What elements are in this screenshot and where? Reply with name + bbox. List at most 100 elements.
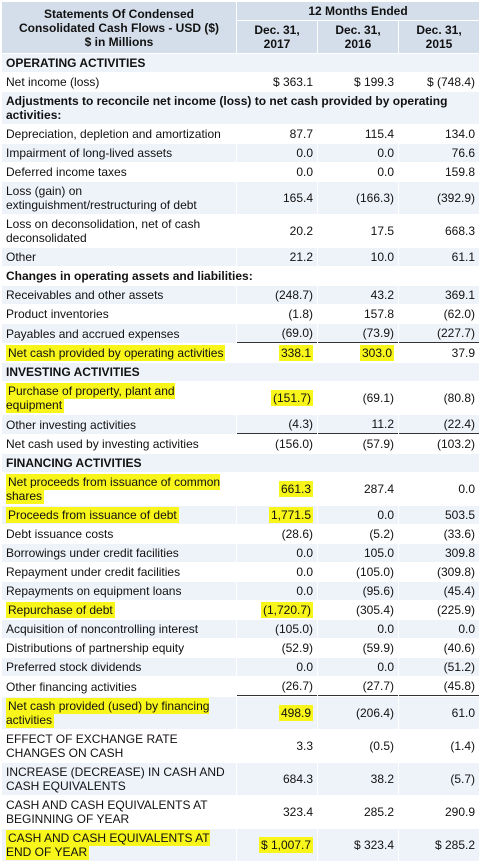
value-cell: 61.0	[399, 697, 480, 729]
value-text: (392.9)	[437, 191, 476, 205]
value-cell: (1,720.7)	[237, 601, 317, 619]
value-cell: 11.2	[318, 415, 398, 434]
value-text: (5.7)	[450, 772, 476, 786]
row-label: Product inventories	[2, 305, 236, 323]
value-text: (28.6)	[281, 527, 313, 541]
value-cell: 0.0	[318, 658, 398, 676]
value-text: (103.2)	[437, 437, 476, 451]
row-label: Adjustments to reconcile net income (los…	[2, 92, 480, 124]
data-row: Receivables and other assets (248.7) 43.2 3…	[2, 286, 480, 304]
value-text: (69.0)	[281, 326, 313, 340]
value-cell: 0.0	[318, 163, 398, 181]
row-label-text: Repayments on equipment loans	[6, 584, 182, 598]
value-text: (45.4)	[443, 584, 476, 598]
data-row: Purchase of property, plant and equipmen…	[2, 382, 480, 414]
value-cell: 498.9	[237, 697, 317, 729]
value-text: 0.0	[458, 622, 476, 636]
value-cell: (166.3)	[318, 182, 398, 214]
value-cell: 323.4	[237, 796, 317, 828]
value-text: (166.3)	[355, 191, 394, 205]
value-cell: (105.0)	[318, 563, 398, 581]
data-row: Payables and accrued expenses (69.0) (73.9…	[2, 324, 480, 343]
row-label-text: Other	[6, 250, 37, 264]
row-label: Other	[2, 248, 236, 266]
value-text: (5.2)	[369, 527, 394, 541]
value-cell: 287.4	[318, 473, 398, 505]
value-text: 61.1	[451, 250, 476, 264]
value-text: (40.6)	[443, 641, 476, 655]
value-cell: (225.9)	[399, 601, 480, 619]
value-text: (0.5)	[369, 739, 394, 753]
value-cell: 290.9	[399, 796, 480, 828]
value-text: 0.0	[296, 546, 313, 560]
value-text: 0.0	[296, 565, 313, 579]
value-cell: 10.0	[318, 248, 398, 266]
header-period: 12 Months Ended	[237, 2, 480, 20]
value-text: 76.6	[451, 146, 476, 160]
value-cell: 684.3	[237, 763, 317, 795]
row-label: Loss on deconsolidation, net of cash dec…	[2, 215, 236, 247]
value-text: 20.2	[289, 224, 313, 238]
value-text: (225.9)	[437, 603, 476, 617]
row-label-text: CASH AND CASH EQUIVALENTS AT END OF YEAR	[6, 830, 210, 860]
value-cell: 21.2	[237, 248, 317, 266]
data-row: Net income (loss) $ 363.1 $ 199.3 $ (748.4)	[2, 73, 480, 91]
row-label-text: Net cash provided by operating activitie…	[6, 345, 226, 361]
value-text: (156.0)	[274, 437, 313, 451]
value-text: 157.8	[363, 307, 394, 321]
row-label-text: Depreciation, depletion and amortization	[6, 127, 221, 141]
value-text: 287.4	[363, 482, 394, 496]
value-text: 134.0	[445, 127, 476, 141]
value-cell: 43.2	[318, 286, 398, 304]
row-label: Net cash provided (used) by financing ac…	[2, 697, 236, 729]
value-cell: (5.7)	[399, 763, 480, 795]
value-cell: (59.9)	[318, 639, 398, 657]
value-text: 11.2	[371, 417, 394, 431]
value-text: 1,771.5	[268, 507, 313, 523]
value-text: (227.7)	[437, 326, 476, 340]
row-label-text: CASH AND CASH EQUIVALENTS AT BEGINNING O…	[6, 798, 208, 826]
value-cell: (1.4)	[399, 730, 480, 762]
data-row: Proceeds from issuance of debt 1,771.5 0.0…	[2, 506, 480, 524]
value-text: (4.3)	[288, 417, 313, 431]
row-label: Purchase of property, plant and equipmen…	[2, 382, 236, 414]
value-cell: $ 363.1	[237, 73, 317, 91]
data-row: Distributions of partnership equity (52.9…	[2, 639, 480, 657]
value-cell: (4.3)	[237, 415, 317, 434]
value-cell: (73.9)	[318, 324, 398, 343]
value-cell: 105.0	[318, 544, 398, 562]
value-cell: 503.5	[399, 506, 480, 524]
header-row: Dec. 31, 2017 Dec. 31, 2016 Dec. 31, 2015	[2, 21, 480, 53]
data-row: INCREASE (DECREASE) IN CASH AND CASH EQU…	[2, 763, 480, 795]
value-text: (27.7)	[362, 679, 394, 693]
value-text: (51.2)	[443, 660, 476, 674]
row-label-text: Product inventories	[6, 307, 109, 321]
row-label-text: Impairment of long-lived assets	[6, 146, 173, 160]
value-text: 0.0	[377, 622, 394, 636]
value-text: (309.8)	[437, 565, 476, 579]
row-label: EFFECT OF EXCHANGE RATE CHANGES ON CASH	[2, 730, 236, 762]
value-cell: 165.4	[237, 182, 317, 214]
section-row: OPERATING ACTIVITIES	[2, 54, 480, 72]
row-label-text: Payables and accrued expenses	[6, 326, 180, 341]
row-label-text: Adjustments to reconcile net income (los…	[6, 94, 448, 122]
section-row: FINANCING ACTIVITIES	[2, 454, 480, 472]
value-text: 0.0	[296, 165, 313, 179]
value-cell: (22.4)	[399, 415, 480, 434]
value-cell: (0.5)	[318, 730, 398, 762]
header-unit: $ in Millions	[84, 34, 154, 49]
value-text: 498.9	[278, 705, 313, 721]
value-text: (206.4)	[355, 706, 394, 720]
data-row: Net cash used by investing activities (15…	[2, 435, 480, 453]
value-text: (59.9)	[362, 641, 394, 655]
value-text: (26.7)	[281, 679, 313, 693]
value-cell: $ 285.2	[399, 829, 480, 861]
value-cell: 369.1	[399, 286, 480, 304]
row-label: Other financing activities	[2, 677, 236, 696]
value-text: 17.5	[370, 224, 394, 238]
value-text: (151.7)	[270, 390, 313, 406]
value-text: $ (748.4)	[427, 75, 476, 89]
value-text: 37.9	[451, 346, 476, 360]
value-text: 0.0	[377, 146, 394, 160]
data-row: Other 21.2 10.0 61.1	[2, 248, 480, 266]
